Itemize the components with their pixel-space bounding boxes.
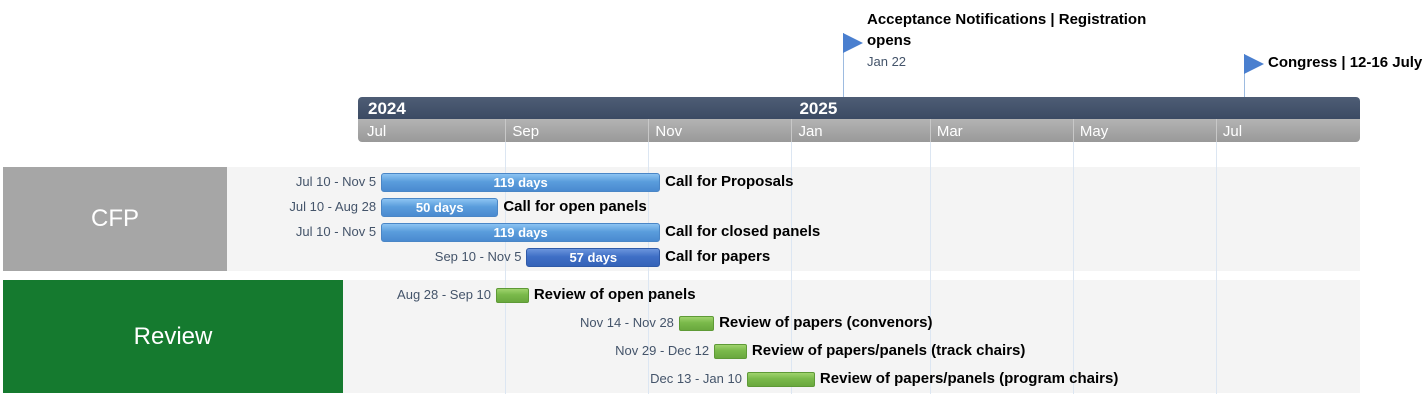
timescale-months [358, 119, 1360, 142]
task-label: Call for papers [665, 248, 771, 265]
task-bar: 50 days [381, 197, 499, 217]
task-date-label: Dec 13 - Jan 10 [650, 371, 742, 386]
task-label: Review of papers/panels (program chairs) [819, 370, 1119, 387]
gridline [791, 142, 793, 394]
gridline [648, 142, 650, 394]
month-tick-label: Nov [655, 123, 683, 140]
task-date-label: Jul 10 - Nov 5 [295, 174, 377, 189]
month-tick-label: Jul [367, 123, 387, 140]
year-tick-label: 2025 [799, 99, 838, 118]
task-label: Call for closed panels [665, 223, 821, 240]
gridline [505, 142, 507, 394]
month-divider [648, 119, 650, 142]
flag-icon [843, 33, 863, 53]
milestone-line [843, 33, 844, 97]
task-bar: 119 days [381, 172, 661, 192]
year-tick-label: 2024 [368, 99, 406, 118]
month-divider [791, 119, 793, 142]
milestone-date: Jan 22 [867, 54, 907, 69]
month-divider [1215, 119, 1217, 142]
task-date-label: Aug 28 - Sep 10 [397, 287, 492, 302]
task-bar [746, 371, 815, 387]
task-label: Review of open panels [533, 286, 696, 303]
task-bar [496, 287, 529, 303]
task-label: Call for Proposals [665, 173, 794, 190]
month-divider [929, 119, 931, 142]
month-tick-label: Jan [798, 123, 823, 140]
task-label: Review of papers (convenors) [719, 314, 933, 331]
gridline [1072, 142, 1074, 394]
task-date-label: Jul 10 - Nov 5 [295, 224, 377, 239]
month-tick-label: Jul [1222, 123, 1243, 140]
milestone-title: Acceptance Notifications | Registration … [867, 11, 1147, 49]
task-bar [678, 315, 715, 331]
task-bar: 119 days [381, 222, 661, 242]
month-divider [1072, 119, 1074, 142]
group-label-review: Review [3, 280, 343, 393]
milestone-line [1244, 54, 1245, 97]
task-date-label: Jul 10 - Aug 28 [289, 199, 377, 214]
timescale-years [358, 97, 1360, 119]
gridline [1215, 142, 1217, 394]
task-label: Review of papers/panels (track chairs) [751, 342, 1026, 359]
task-date-label: Sep 10 - Nov 5 [434, 249, 522, 264]
milestone-title: Congress | 12-16 July [1268, 54, 1423, 71]
month-tick-label: May [1079, 123, 1109, 140]
task-label: Call for open panels [503, 198, 647, 215]
group-label-cfp: CFP [3, 167, 227, 271]
gridline [929, 142, 931, 394]
task-bar: 57 days [526, 247, 661, 267]
month-tick-label: Sep [512, 123, 540, 140]
task-bar [714, 343, 747, 359]
flag-icon [1244, 54, 1264, 74]
month-divider [505, 119, 507, 142]
month-tick-label: Mar [936, 123, 963, 140]
task-date-label: Nov 14 - Nov 28 [579, 315, 674, 330]
task-date-label: Nov 29 - Dec 12 [615, 343, 710, 358]
